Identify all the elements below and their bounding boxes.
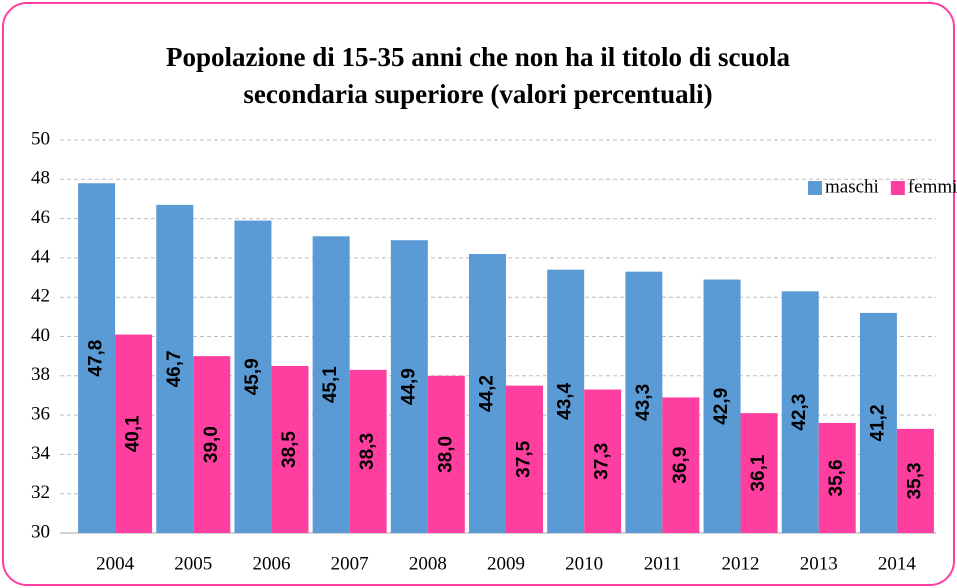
bar <box>271 365 309 533</box>
x-tick-label: 2008 <box>409 553 447 574</box>
y-tick-label: 46 <box>31 207 50 228</box>
value-label: 39,0 <box>201 426 222 463</box>
bar <box>115 334 153 533</box>
value-label: 44,9 <box>398 368 419 405</box>
value-label: 36,9 <box>670 447 691 484</box>
value-label: 46,7 <box>164 350 185 387</box>
bar <box>740 413 778 533</box>
bar <box>349 369 387 533</box>
x-tick-label: 2011 <box>644 553 681 574</box>
bar <box>818 422 856 533</box>
bar <box>859 312 897 533</box>
bar <box>193 356 231 533</box>
bar <box>312 236 350 533</box>
value-label: 44,2 <box>477 375 498 412</box>
value-label: 47,8 <box>86 340 107 377</box>
bar <box>469 253 506 533</box>
x-tick-label: 2004 <box>96 553 135 574</box>
bar <box>703 279 741 533</box>
legend-label: maschi <box>825 176 879 197</box>
value-label: 38,3 <box>357 433 378 470</box>
y-tick-label: 40 <box>31 325 50 346</box>
bar <box>781 291 819 533</box>
value-label: 38,0 <box>435 436 456 473</box>
bar <box>78 183 116 534</box>
x-tick-label: 2009 <box>487 553 525 574</box>
chart-title: Popolazione di 15-35 anni che non ha il … <box>166 42 791 72</box>
value-label: 45,1 <box>320 366 341 403</box>
bar <box>547 269 585 533</box>
value-label: 43,3 <box>633 384 654 421</box>
value-label: 37,3 <box>592 443 613 480</box>
value-label: 42,9 <box>711 388 732 425</box>
y-tick-label: 44 <box>31 246 51 267</box>
bar <box>390 240 428 533</box>
x-tick-label: 2014 <box>878 553 917 574</box>
bar <box>584 389 622 533</box>
value-label: 37,5 <box>514 440 535 477</box>
y-tick-label: 42 <box>31 286 50 307</box>
value-label: 35,3 <box>904 462 925 499</box>
x-tick-label: 2005 <box>174 553 212 574</box>
value-label: 41,2 <box>867 404 888 441</box>
legend-swatch <box>808 181 822 195</box>
bar <box>506 385 543 533</box>
value-label: 42,3 <box>789 394 810 431</box>
value-label: 43,4 <box>555 382 576 419</box>
x-tick-label: 2007 <box>331 553 369 574</box>
value-label: 45,9 <box>242 358 263 395</box>
y-tick-label: 38 <box>31 364 50 385</box>
bar <box>234 220 272 533</box>
value-label: 38,5 <box>279 431 300 468</box>
value-label: 40,1 <box>123 415 144 452</box>
value-label: 36,1 <box>748 454 769 491</box>
chart-title: secondaria superiore (valori percentuali… <box>243 79 712 109</box>
bar <box>896 428 934 533</box>
x-tick-label: 2006 <box>252 553 290 574</box>
bar <box>156 204 194 533</box>
y-tick-label: 48 <box>31 168 50 189</box>
y-tick-label: 32 <box>31 482 50 503</box>
y-tick-label: 50 <box>31 128 50 149</box>
x-tick-label: 2012 <box>722 553 760 574</box>
x-tick-label: 2010 <box>565 553 603 574</box>
y-tick-label: 36 <box>31 403 50 424</box>
x-tick-label: 2013 <box>800 553 838 574</box>
legend-swatch <box>890 181 905 195</box>
legend-label: femmine <box>908 176 957 197</box>
y-tick-label: 30 <box>31 521 50 542</box>
bar <box>625 271 663 533</box>
value-label: 35,6 <box>826 459 847 496</box>
y-tick-label: 34 <box>31 443 51 464</box>
bar <box>662 397 700 533</box>
bar <box>427 375 465 533</box>
